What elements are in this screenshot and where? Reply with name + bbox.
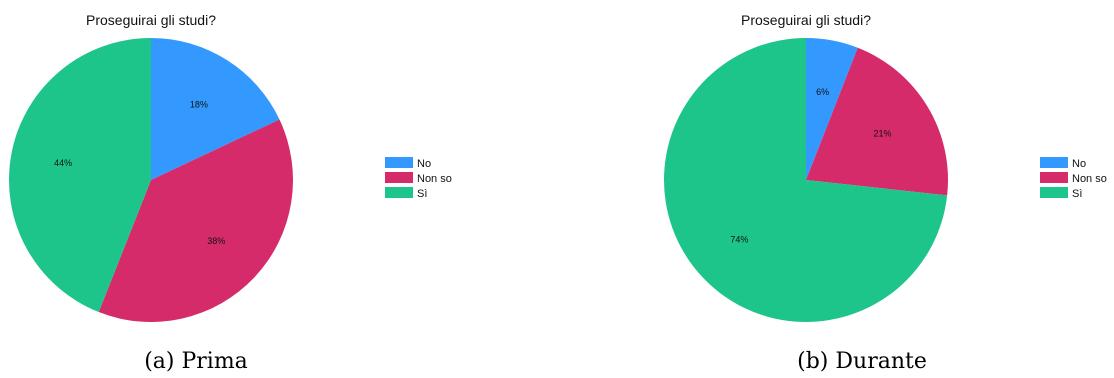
chart-title-durante: Proseguirai gli studi? [741, 12, 871, 28]
pie-slice-no [806, 38, 858, 180]
legend-swatch-no [1040, 157, 1068, 168]
slice-label-non-so: 38% [207, 236, 225, 246]
chart-title-prima: Proseguirai gli studi? [86, 12, 216, 28]
legend-label-no: No [417, 158, 431, 170]
legend-swatch-s [1040, 187, 1068, 198]
legend-label-s: Sì [417, 188, 427, 200]
caption-prima: (a) Prima [144, 349, 248, 374]
chart-panel-prima: Proseguirai gli studi? 18% 38% 44% No Non s… [9, 12, 452, 374]
legend-label-non-so: Non so [1072, 173, 1107, 185]
legend-prima: No Non so Sì [385, 157, 452, 200]
slice-label-no: 6% [816, 87, 829, 97]
legend-swatch-non-so [385, 172, 413, 183]
pie-slice-no [151, 38, 280, 180]
legend-swatch-s [385, 187, 413, 198]
pie-slice-non-so [806, 47, 948, 196]
caption-durante: (b) Durante [797, 349, 927, 374]
legend-label-s: Sì [1072, 188, 1082, 200]
pie-prima: 18% 38% 44% [9, 37, 293, 322]
legend-label-non-so: Non so [417, 173, 452, 185]
pie-slice-s [9, 37, 152, 313]
pie-slice-non-so [98, 119, 293, 322]
legend-label-no: No [1072, 158, 1086, 170]
slice-label-non-so: 21% [874, 129, 892, 139]
legend-swatch-non-so [1040, 172, 1068, 183]
legend-swatch-no [385, 157, 413, 168]
legend-durante: No Non so Sì [1040, 157, 1107, 200]
slice-label-s: 44% [54, 158, 72, 168]
slice-label-no: 18% [190, 99, 208, 109]
pie-durante: 6% 21% 74% [664, 38, 948, 323]
pie-slice-s [664, 38, 948, 323]
slice-label-s: 74% [730, 235, 748, 245]
chart-panel-durante: Proseguirai gli studi? 6% 21% 74% No Non so… [664, 12, 1107, 374]
